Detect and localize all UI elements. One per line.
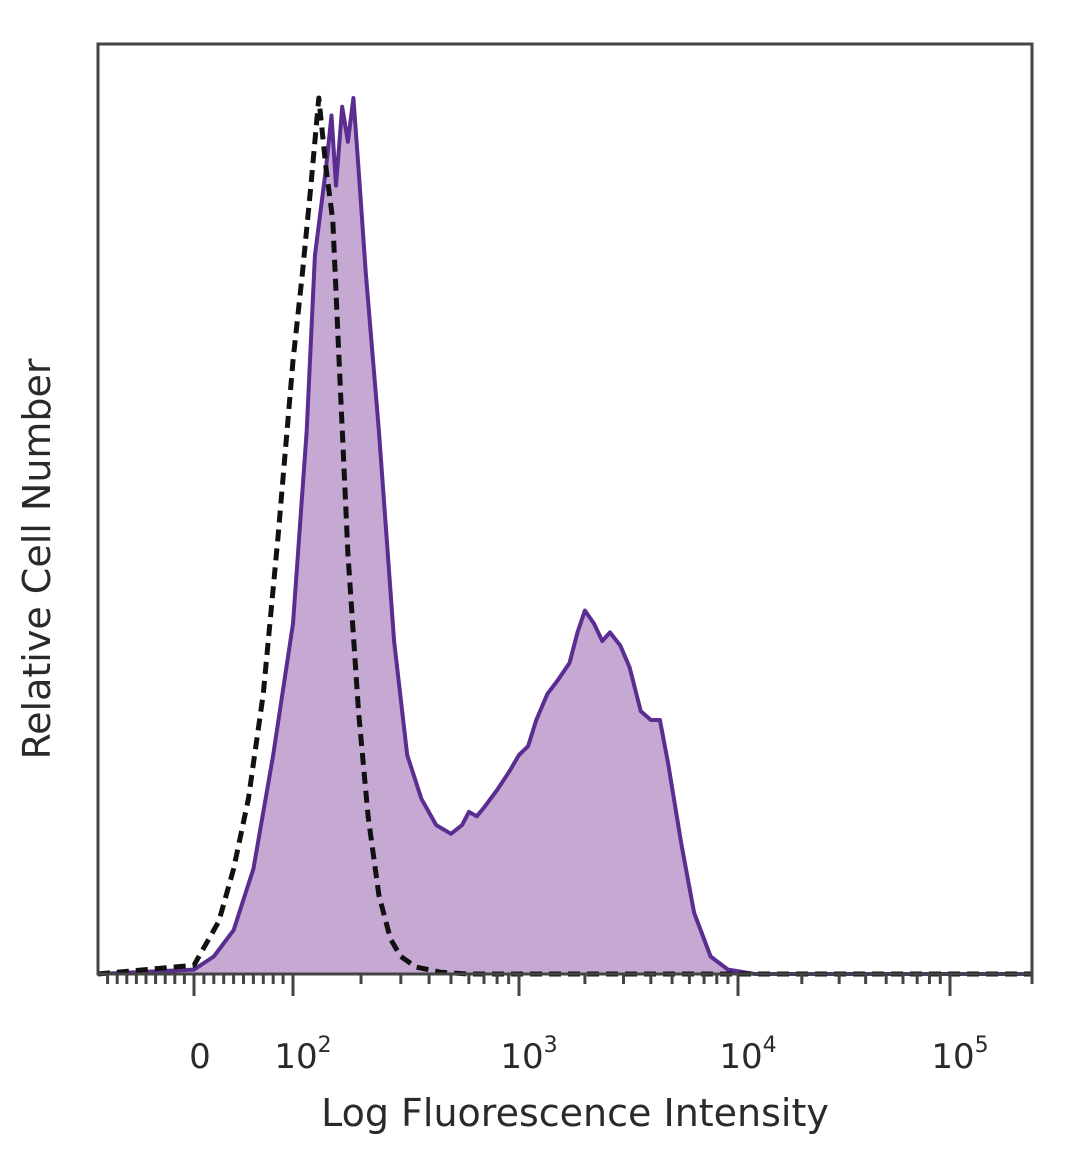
- series-0-area: [98, 98, 1032, 974]
- x-tick-label: 104: [719, 1033, 776, 1077]
- x-tick-label: 105: [931, 1033, 988, 1077]
- x-axis: 0 102 103 104 105: [106, 974, 1034, 1077]
- y-axis-title: Relative Cell Number: [15, 358, 59, 759]
- x-tick-label: 103: [500, 1033, 557, 1077]
- series-layer: [97, 95, 1032, 977]
- series-1-line: [97, 95, 1032, 977]
- x-tick-label: 102: [274, 1033, 331, 1077]
- x-axis-title: Log Fluorescence Intensity: [321, 1091, 829, 1135]
- plot-frame: [96, 42, 1034, 976]
- series-0-line: [97, 96, 1032, 976]
- x-tick-label: 0: [189, 1037, 211, 1077]
